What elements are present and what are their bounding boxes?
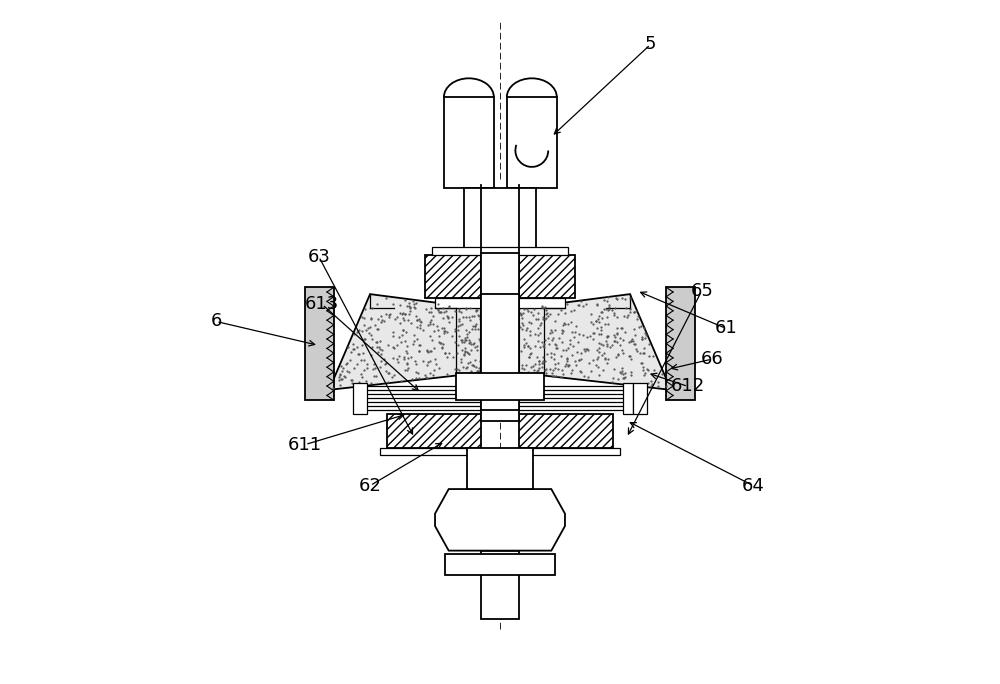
Bar	[464, 188, 536, 253]
Polygon shape	[519, 414, 613, 448]
Polygon shape	[387, 414, 481, 448]
Bar	[435, 298, 565, 308]
Text: 61: 61	[714, 319, 737, 337]
Bar	[481, 294, 519, 410]
Text: 5: 5	[645, 36, 656, 53]
Bar	[456, 373, 544, 400]
Bar	[481, 253, 519, 421]
Polygon shape	[519, 255, 575, 298]
Text: 613: 613	[305, 295, 339, 313]
Bar	[467, 448, 533, 489]
Bar	[444, 181, 557, 192]
Bar	[380, 448, 620, 455]
Text: 65: 65	[690, 282, 713, 300]
Bar	[507, 97, 557, 188]
Bar	[444, 97, 494, 188]
Text: 612: 612	[671, 378, 705, 395]
Bar	[305, 287, 334, 400]
Text: 63: 63	[307, 248, 330, 265]
Polygon shape	[519, 294, 671, 390]
Text: 62: 62	[359, 477, 381, 495]
Bar	[353, 383, 367, 414]
Bar	[481, 383, 491, 414]
Text: 64: 64	[742, 477, 765, 495]
Polygon shape	[435, 489, 565, 551]
Text: 611: 611	[288, 436, 322, 453]
Bar	[633, 383, 647, 414]
Text: 6: 6	[210, 313, 222, 330]
Bar	[623, 383, 633, 414]
Polygon shape	[329, 294, 481, 390]
Polygon shape	[425, 255, 481, 298]
Bar	[481, 551, 519, 619]
Text: 66: 66	[701, 350, 723, 368]
Bar	[445, 554, 555, 575]
Bar	[432, 247, 568, 255]
Bar	[666, 287, 695, 400]
